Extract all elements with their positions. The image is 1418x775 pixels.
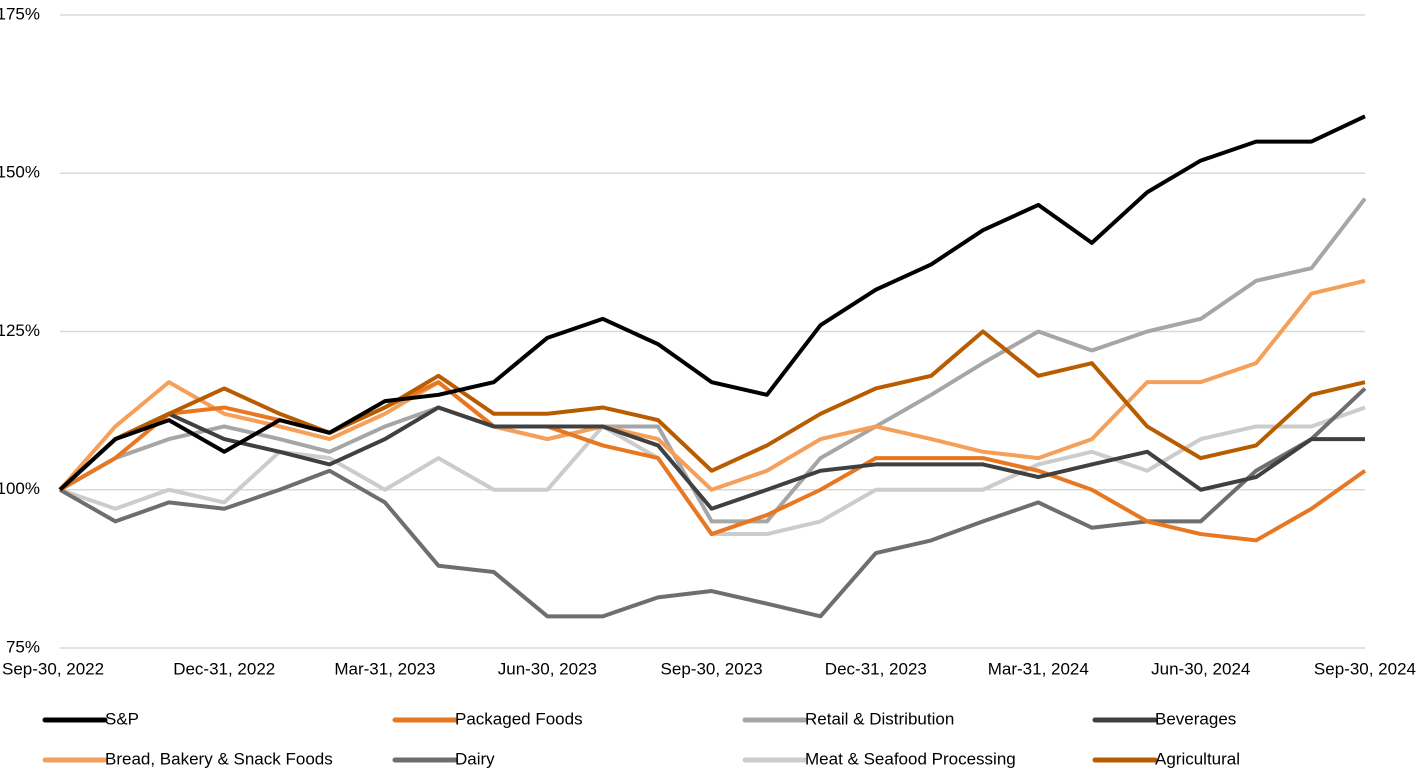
- legend-label: Bread, Bakery & Snack Foods: [105, 749, 333, 768]
- x-tick-label: Dec-31, 2022: [173, 659, 275, 678]
- y-tick-label: 175%: [0, 4, 40, 23]
- y-tick-label: 125%: [0, 321, 40, 340]
- x-tick-label: Jun-30, 2023: [498, 659, 597, 678]
- x-tick-label: Jun-30, 2024: [1151, 659, 1250, 678]
- y-tick-label: 100%: [0, 479, 40, 498]
- x-tick-label: Dec-31, 2023: [825, 659, 927, 678]
- x-tick-label: Mar-31, 2024: [988, 659, 1089, 678]
- x-tick-label: Sep-30, 2022: [2, 659, 104, 678]
- y-tick-label: 150%: [0, 163, 40, 182]
- series-line: [58, 114, 1366, 492]
- legend-label: Agricultural: [1155, 749, 1240, 768]
- x-tick-label: Sep-30, 2023: [661, 659, 763, 678]
- series-line: [58, 405, 1365, 511]
- series-line: [58, 329, 1366, 492]
- legend-label: Beverages: [1155, 709, 1236, 728]
- y-tick-label: 75%: [6, 637, 40, 656]
- legend-label: S&P: [105, 709, 139, 728]
- legend-label: Meat & Seafood Processing: [805, 749, 1016, 768]
- x-tick-label: Mar-31, 2023: [334, 659, 435, 678]
- series-line: [59, 380, 1367, 543]
- x-tick-label: Sep-30, 2024: [1314, 659, 1416, 678]
- legend-label: Dairy: [455, 749, 495, 768]
- series-line: [58, 278, 1366, 492]
- legend-label: Packaged Foods: [455, 709, 583, 728]
- series-line: [59, 197, 1367, 524]
- legend-label: Retail & Distribution: [805, 709, 954, 728]
